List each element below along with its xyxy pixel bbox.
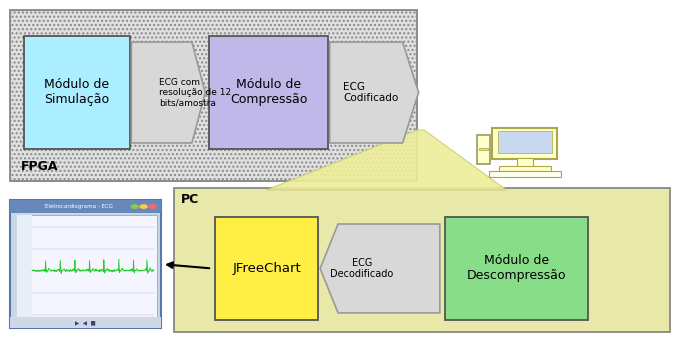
Bar [10,10,417,181]
Bar [499,166,551,171]
Polygon shape [320,224,440,313]
Circle shape [149,205,156,208]
Polygon shape [267,130,506,190]
Bar [479,148,488,150]
Text: Módulo de
Descompressão: Módulo de Descompressão [466,254,566,282]
Text: Eletrocardiograma - ECG: Eletrocardiograma - ECG [44,204,113,209]
Polygon shape [131,42,205,143]
Bar [10,200,161,328]
Text: ECG
Codificado: ECG Codificado [343,82,398,103]
Bar [24,36,130,149]
Bar [445,217,588,320]
Circle shape [131,205,138,208]
Bar [17,215,32,318]
Bar [492,128,557,159]
Bar [10,200,161,213]
Bar [477,135,490,164]
Polygon shape [330,42,419,143]
Text: Módulo de
Compressão: Módulo de Compressão [230,78,307,106]
Text: PC: PC [181,193,200,206]
Bar [10,10,417,181]
Bar [498,131,552,153]
Text: ECG com
resolução de 12
bits/amostra: ECG com resolução de 12 bits/amostra [159,78,231,107]
Bar [10,317,161,328]
Text: ECG
Decodificado: ECG Decodificado [330,258,393,279]
Text: JFreeChart: JFreeChart [233,262,301,275]
Text: Módulo de
Simulação: Módulo de Simulação [44,78,109,106]
Text: FPGA: FPGA [21,160,58,173]
Circle shape [140,205,147,208]
Bar [517,158,533,167]
Text: ▶  ◀  ■: ▶ ◀ ■ [75,320,96,325]
Bar [215,217,318,320]
Bar [17,215,157,318]
Bar [489,171,561,177]
Bar [174,188,670,332]
Bar [209,36,328,149]
